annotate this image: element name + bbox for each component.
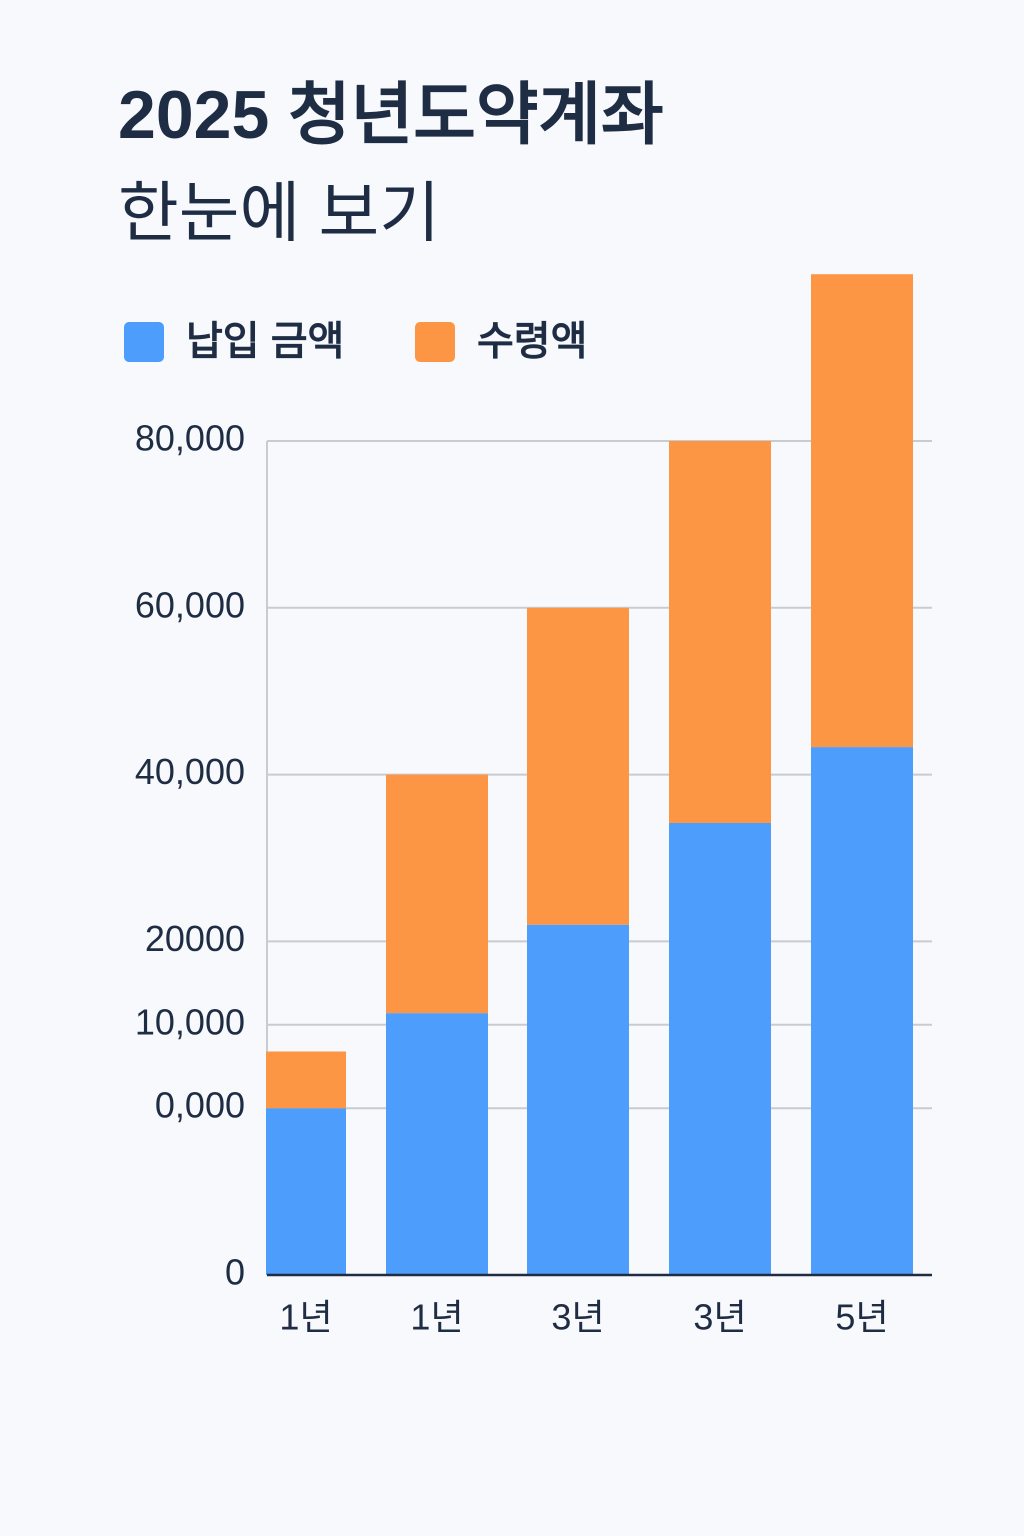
x-tick-label: 3년 <box>551 1297 604 1338</box>
legend-label: 납입 금액 <box>186 320 344 364</box>
legend-swatch <box>415 322 455 362</box>
y-tick-label: 20000 <box>145 918 245 959</box>
bar-segment <box>811 747 913 1275</box>
legend-swatch <box>124 322 164 362</box>
y-tick-label: 60,000 <box>135 584 245 625</box>
y-tick-label: 10,000 <box>135 1001 245 1042</box>
x-tick-label: 3년 <box>693 1297 746 1338</box>
bar-segment <box>527 607 629 925</box>
bar-segment <box>386 774 488 1014</box>
legend-label: 수령액 <box>477 320 587 364</box>
y-tick-label: 0,000 <box>155 1085 245 1126</box>
bar-segment <box>527 924 629 1275</box>
chart-title: 2025 청년도약계좌 <box>118 77 664 153</box>
y-tick-label: 40,000 <box>135 751 245 792</box>
x-tick-label: 5년 <box>835 1297 888 1338</box>
y-tick-label: 0 <box>225 1252 245 1293</box>
bar-segment <box>669 441 771 823</box>
x-tick-label: 1년 <box>279 1297 332 1338</box>
y-tick-label: 80,000 <box>135 418 245 459</box>
bar-segment <box>266 1108 346 1275</box>
bar-segment <box>266 1051 346 1109</box>
bar-segment <box>811 274 913 748</box>
chart-subtitle: 한눈에 보기 <box>118 175 440 249</box>
bar-segment <box>669 822 771 1275</box>
bar-segment <box>386 1013 488 1275</box>
x-tick-label: 1년 <box>410 1297 463 1338</box>
